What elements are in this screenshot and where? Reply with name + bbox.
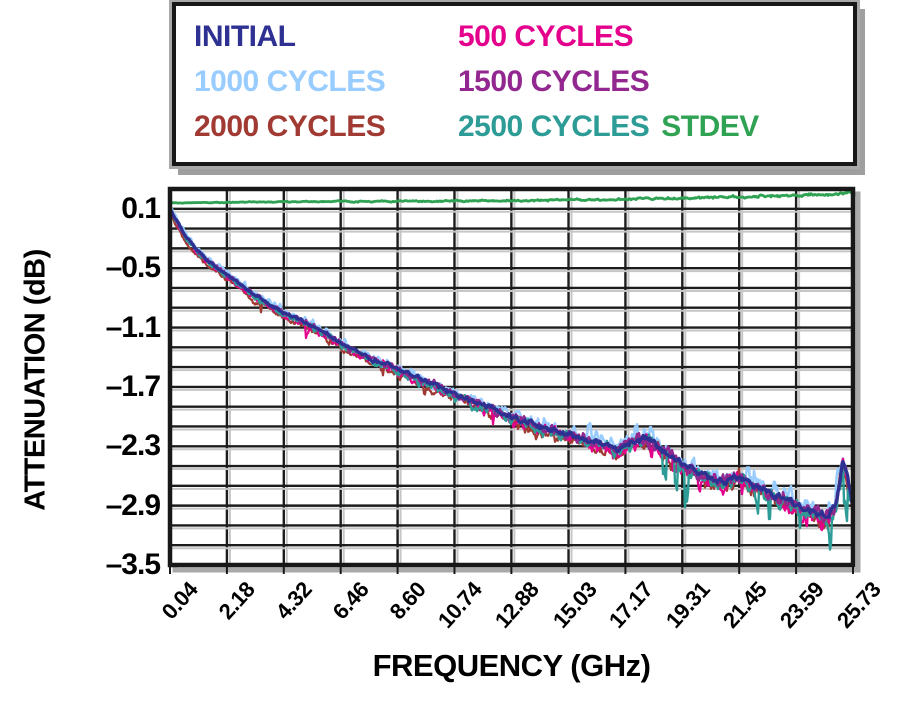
series-line-stdev	[170, 189, 853, 205]
y-tick-label: –2.3	[105, 429, 161, 463]
legend-row: 1000 CYCLES 1500 CYCLES	[194, 59, 839, 104]
legend-item-1000-cycles: 1000 CYCLES	[194, 64, 386, 98]
y-tick-label: –1.7	[105, 369, 161, 403]
legend-row: INITIAL 500 CYCLES	[194, 14, 839, 59]
y-tick-label: –1.1	[105, 310, 161, 344]
y-tick-label: –2.9	[105, 488, 161, 522]
legend-item-stdev: STDEV	[661, 109, 759, 143]
y-tick-label: –0.5	[105, 251, 161, 285]
legend-row-last-cell: 2500 CYCLES STDEV	[458, 110, 839, 144]
legend-item-2000-cycles: 2000 CYCLES	[194, 109, 386, 143]
y-tick-label: –3.5	[105, 548, 161, 581]
legend-item-500-cycles: 500 CYCLES	[458, 19, 634, 53]
legend-row: 2000 CYCLES 2500 CYCLES STDEV	[194, 104, 839, 149]
x-axis-title: FREQUENCY (GHz)	[372, 648, 651, 683]
legend-item-initial: INITIAL	[194, 19, 296, 53]
y-tick-label: 0.1	[121, 191, 161, 225]
legend-item-1500-cycles: 1500 CYCLES	[458, 64, 650, 98]
legend: INITIAL 500 CYCLES 1000 CYCLES 1500 CYCL…	[172, 2, 857, 166]
series-line-initial	[170, 208, 853, 520]
plot-frame	[167, 186, 856, 568]
legend-item-2500-cycles: 2500 CYCLES	[458, 109, 650, 143]
series-lines	[170, 189, 853, 551]
